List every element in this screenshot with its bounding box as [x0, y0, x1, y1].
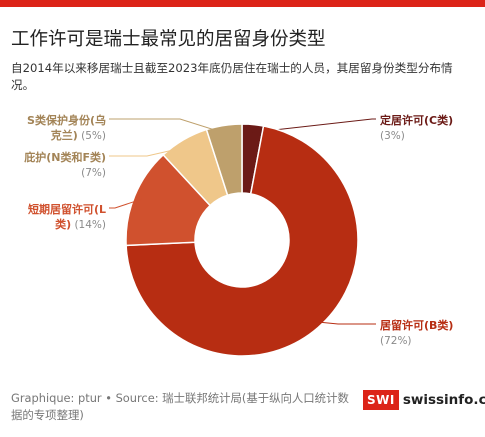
brand-logo[interactable]: SWI swissinfo.ch — [363, 390, 485, 410]
chart-title: 工作许可是瑞士最常见的居留身份类型 — [11, 29, 326, 50]
brand-name: swissinfo.ch — [402, 392, 485, 408]
leader-line — [312, 321, 376, 325]
slice-label: S类保护身份(乌克兰) (5%) — [27, 113, 106, 142]
top-rule — [0, 0, 485, 7]
leader-line — [252, 118, 376, 133]
leader-line — [109, 198, 143, 209]
slice-label: 短期居留许可(L 类) (14%) — [28, 202, 106, 231]
slice-label: 庇护(N类和F类) (7%) — [24, 150, 106, 179]
slice-label: 定居许可(C类) (3%) — [380, 113, 453, 142]
chart-subtitle: 自2014年以来移居瑞士且截至2023年底仍居住在瑞士的人员，其居留身份类型分布… — [11, 61, 453, 92]
pie-slice[interactable] — [205, 123, 243, 197]
pie-slice[interactable] — [125, 125, 359, 357]
slice-label: 居留许可(B类) (72%) — [380, 318, 453, 347]
footer-credit: Graphique: ptur • Source: 瑞士联邦统计局(基于纵向人口… — [11, 391, 349, 422]
brand-mark: SWI — [363, 390, 399, 410]
leader-line — [109, 146, 188, 157]
leader-line — [109, 118, 226, 134]
